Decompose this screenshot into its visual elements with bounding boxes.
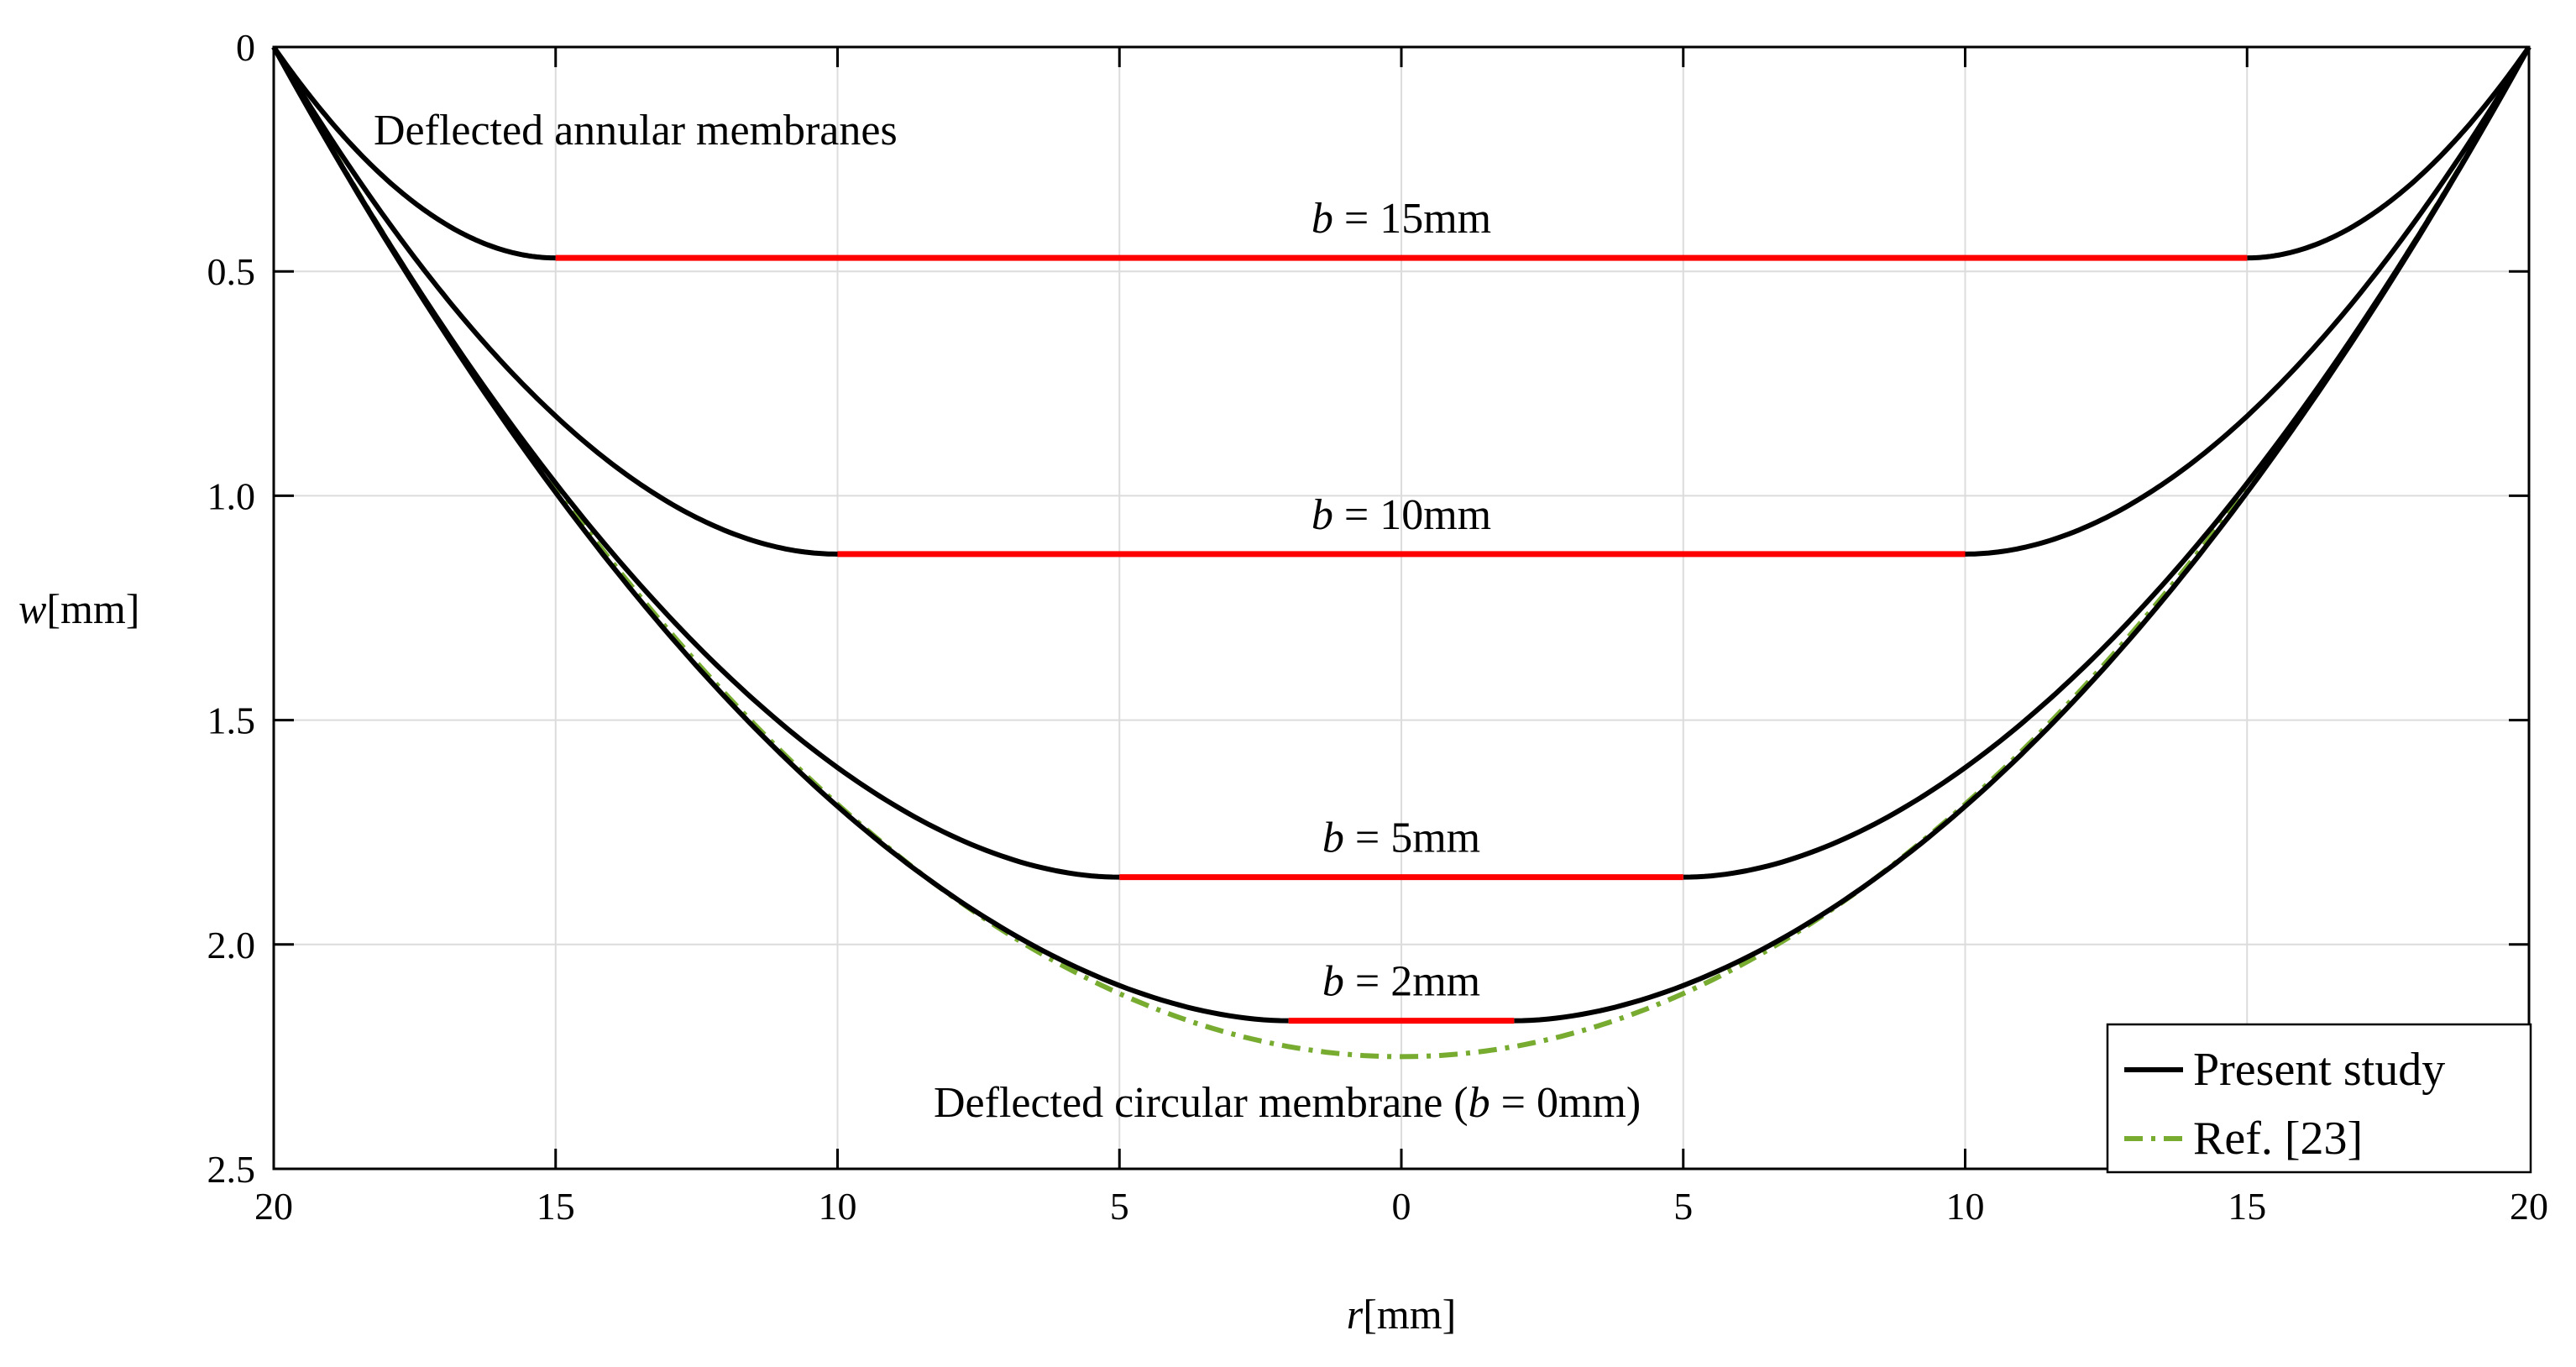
legend: Present study Ref. [23]	[2106, 1023, 2532, 1174]
curves	[271, 45, 2531, 1060]
case-label: b = 15mm	[1312, 195, 1491, 243]
tick-labels: 20 15 10 5 0 5 10 15 20 0 0.5 1.0 1.5 2.0 2.5	[207, 26, 2549, 1228]
annotation-annular-membranes: Deflected annular membranes	[374, 107, 898, 155]
x-tick-label: 10	[1946, 1185, 1985, 1228]
present-study-curve-left	[271, 45, 838, 557]
present-study-curve-left	[271, 45, 1289, 1024]
case-label: b = 10mm	[1312, 491, 1491, 539]
present-study-curve-right	[1965, 45, 2531, 557]
grid	[274, 47, 2529, 1169]
y-tick-label: 0.5	[207, 250, 256, 293]
x-tick-label: 15	[537, 1185, 575, 1228]
x-axis-label: r[mm]	[1347, 1291, 1457, 1338]
x-tick-label: 10	[819, 1185, 857, 1228]
case-label: b = 2mm	[1322, 958, 1480, 1006]
y-tick-label: 2.0	[207, 924, 256, 966]
legend-label-ref-23: Ref. [23]	[2193, 1113, 2363, 1165]
x-tick-label: 5	[1110, 1185, 1129, 1228]
annotation-circular-membrane: Deflected circular membrane (b = 0mm)	[934, 1079, 1641, 1127]
x-tick-label: 5	[1673, 1185, 1693, 1228]
case-labels: b = 15mm b = 10mm b = 5mm b = 2mm	[1312, 195, 1491, 1005]
y-tick-label: 1.5	[207, 699, 256, 742]
y-tick-label: 0	[236, 26, 255, 69]
present-study-curve-right	[2247, 45, 2531, 261]
y-tick-label: 1.0	[207, 474, 256, 517]
x-tick-label: 0	[1392, 1185, 1411, 1228]
y-tick-label: 2.5	[207, 1148, 256, 1191]
legend-box	[2106, 1023, 2532, 1174]
case-label: b = 5mm	[1322, 814, 1480, 862]
present-study-curve-left	[271, 45, 556, 261]
x-tick-label: 20	[2510, 1185, 2548, 1228]
x-tick-label: 15	[2228, 1185, 2266, 1228]
present-study-curve-right	[1514, 45, 2531, 1024]
x-tick-label: 20	[254, 1185, 293, 1228]
y-axis-label: w[mm]	[18, 585, 139, 632]
legend-label-present-study: Present study	[2193, 1044, 2445, 1096]
